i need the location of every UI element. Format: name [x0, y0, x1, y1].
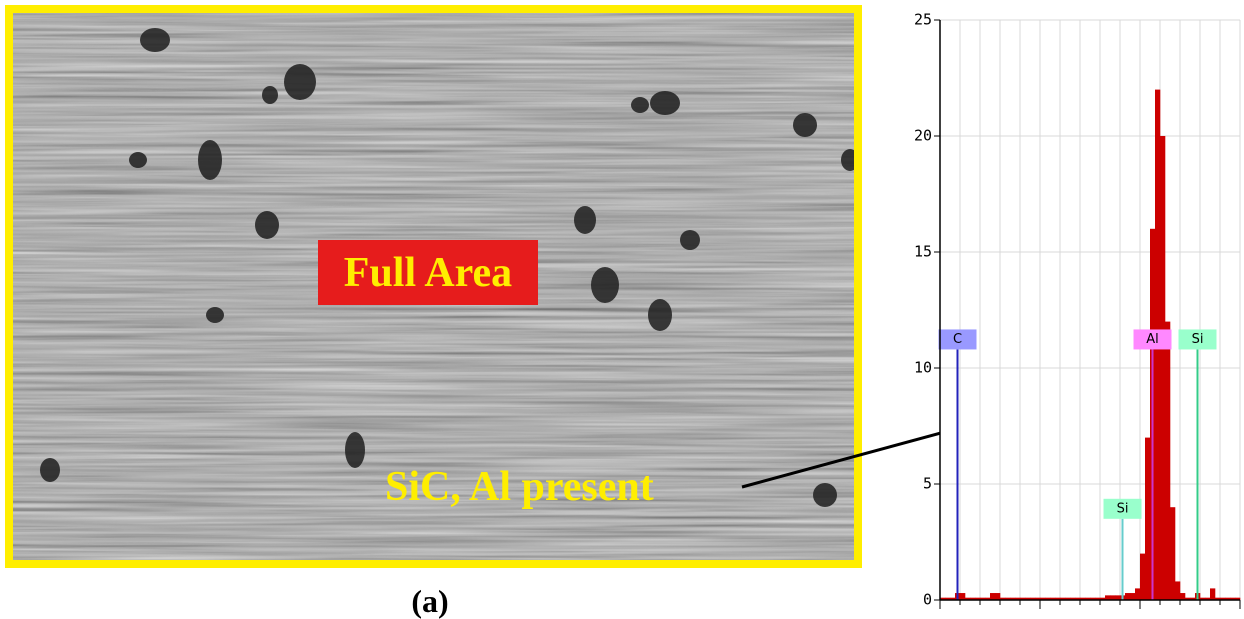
spectrum-bar: [960, 593, 965, 600]
spectrum-bar: [1140, 554, 1145, 600]
spectrum-bar: [990, 593, 995, 600]
spectrum-bar: [1135, 588, 1140, 600]
area-label: Full Area: [344, 250, 512, 296]
spectrum-bar: [1210, 588, 1215, 600]
y-tick-label: 5: [923, 475, 932, 493]
figure: Full Area SiC, Al present (a) 0 5 10 15 20 25…: [0, 0, 1244, 619]
page: {"image": {"label": "Full Area", "annota…: [0, 0, 1244, 619]
spectrum-bar: [995, 593, 1000, 600]
spectrum-chart: 0 5 10 15 20 25 C Si Al Si: [914, 11, 1240, 610]
plot-area: [940, 20, 1240, 600]
spectrum-bar: [1170, 507, 1175, 600]
y-tick-label: 25: [914, 11, 932, 29]
marker-label: Si: [1192, 332, 1204, 347]
spectrum-bar: [1125, 593, 1130, 600]
y-tick-label: 20: [914, 127, 932, 145]
annotation: SiC, Al present: [385, 464, 654, 510]
y-tick-label: 10: [914, 359, 932, 377]
marker-label: C: [953, 332, 962, 347]
marker-label: Si: [1117, 501, 1129, 516]
spectrum-bar: [1175, 581, 1180, 600]
marker-label: Al: [1146, 332, 1159, 347]
spectrum-bar: [1130, 593, 1135, 600]
spectrum-bar: [1165, 322, 1170, 600]
y-tick-label: 15: [914, 243, 932, 261]
spectrum-bar: [1180, 593, 1185, 600]
spectrum-bar: [1160, 136, 1165, 600]
spectrum-bar: [1145, 438, 1150, 600]
caption: (a): [411, 583, 448, 619]
y-tick-label: 0: [923, 591, 932, 609]
